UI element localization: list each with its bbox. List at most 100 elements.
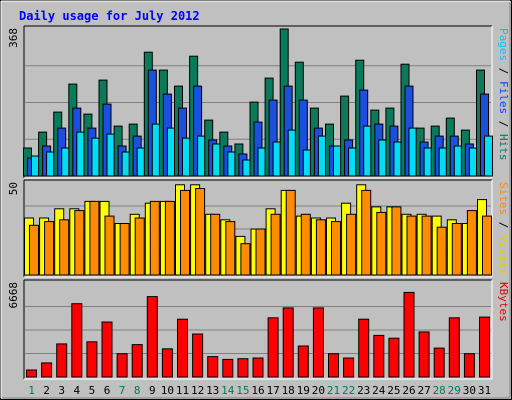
x-tick-label: 13: [206, 384, 219, 397]
bar-kbytes-day-17: [267, 317, 279, 378]
x-tick-label: 10: [161, 384, 174, 397]
bar-kbytes-day-27: [418, 331, 430, 378]
visits-panel: 50 Sites / Visits: [7, 179, 510, 278]
bar-kbytes-day-12: [192, 333, 204, 378]
bar-kbytes-day-1: [26, 369, 37, 378]
bar-kbytes-day-5: [86, 341, 98, 378]
bar-sites-day-31: [482, 215, 492, 276]
bar-sites-day-17: [270, 213, 281, 276]
x-tick-label: 3: [58, 384, 65, 397]
bar-kbytes-day-9: [146, 296, 158, 378]
bar-sites-day-4: [74, 210, 85, 276]
bar-kbytes-day-25: [388, 337, 400, 378]
bar-sites-day-26: [406, 215, 417, 276]
bar-sites-day-5: [89, 200, 100, 276]
bar-kbytes-day-7: [116, 353, 128, 378]
bar-sites-day-18: [285, 189, 296, 276]
series-axis-label-part: Pages: [497, 28, 510, 61]
series-axis-label-part: /: [497, 61, 510, 81]
bar-sites-day-27: [421, 215, 432, 276]
x-tick-label: 22: [342, 384, 355, 397]
bar-sites-day-9: [149, 200, 160, 276]
x-tick-label: 23: [357, 384, 370, 397]
x-tick-label: 25: [387, 384, 400, 397]
x-tick-label: 28: [433, 384, 446, 397]
series-axis-label-part: /: [497, 215, 510, 235]
bar-kbytes-day-31: [479, 316, 490, 378]
bar-kbytes-day-22: [343, 357, 355, 378]
bar-sites-day-7: [119, 223, 130, 276]
bar-kbytes-day-23: [358, 318, 370, 378]
x-tick-label: 9: [149, 384, 156, 397]
x-tick-label: 15: [236, 384, 249, 397]
x-tick-label: 20: [312, 384, 325, 397]
bar-sites-day-16: [255, 228, 266, 276]
bar-sites-day-2: [44, 221, 55, 276]
bar-kbytes-day-2: [41, 362, 53, 378]
bar-sites-day-6: [104, 215, 115, 276]
bar-sites-day-24: [376, 211, 387, 276]
series-axis-label: Pages / Files / Hits: [497, 28, 510, 161]
x-tick-label: 30: [463, 384, 476, 397]
bar-sites-day-13: [210, 213, 221, 276]
bar-sites-day-28: [436, 226, 447, 276]
bar-sites-day-1: [29, 224, 39, 276]
bar-kbytes-day-6: [101, 321, 113, 378]
bar-kbytes-day-8: [131, 344, 143, 378]
x-tick-label: 19: [297, 384, 310, 397]
bar-sites-day-8: [134, 217, 145, 276]
bar-kbytes-day-20: [312, 307, 324, 378]
bar-kbytes-day-13: [207, 356, 219, 378]
bar-sites-day-20: [315, 219, 326, 276]
bar-kbytes-day-30: [463, 353, 475, 378]
x-tick-label: 31: [478, 384, 491, 397]
bar-kbytes-day-24: [373, 334, 385, 378]
bar-sites-day-10: [164, 200, 175, 276]
chart-panels: 368 Pages / Files / Hits 50 Sites / Visits 6…: [7, 25, 510, 380]
bar-kbytes-day-18: [282, 307, 294, 378]
bar-sites-day-15: [240, 243, 251, 276]
x-tick-label: 4: [73, 384, 80, 397]
bar-kbytes-day-16: [252, 357, 264, 378]
x-tick-label: 18: [282, 384, 295, 397]
bar-sites-day-23: [361, 189, 372, 276]
bar-sites-day-12: [195, 188, 206, 276]
bar-kbytes-day-15: [237, 358, 249, 378]
x-tick-label: 5: [89, 384, 96, 397]
bar-kbytes-day-19: [297, 345, 309, 378]
bar-pages-day-31: [484, 135, 493, 177]
bar-kbytes-day-29: [448, 317, 460, 378]
bar-kbytes-day-3: [56, 343, 68, 378]
series-axis-label-part: Sites: [497, 182, 510, 215]
bar-kbytes-day-11: [177, 318, 188, 378]
bar-sites-day-30: [466, 210, 477, 276]
bar-sites-day-22: [346, 213, 357, 276]
bar-sites-day-25: [391, 206, 402, 276]
bar-kbytes-day-21: [328, 353, 339, 378]
y-max-label: 50: [7, 182, 20, 195]
x-tick-label: 21: [327, 384, 340, 397]
bar-sites-day-3: [59, 219, 70, 276]
bar-kbytes-day-26: [403, 291, 415, 378]
x-tick-label: 2: [43, 384, 50, 397]
x-tick-label: 26: [402, 384, 415, 397]
x-tick-label: 12: [191, 384, 204, 397]
bar-sites-day-14: [225, 221, 236, 276]
bar-sites-day-21: [331, 221, 341, 276]
bar-kbytes-day-10: [161, 348, 173, 378]
bar-sites-day-11: [180, 189, 190, 276]
x-tick-label: 8: [134, 384, 141, 397]
x-tick-label: 7: [119, 384, 126, 397]
y-max-label: 368: [7, 28, 20, 48]
series-axis-label-part: Visits: [497, 235, 510, 275]
x-tick-label: 1: [28, 384, 35, 397]
y-max-label: 6668: [7, 282, 20, 309]
bar-kbytes-day-4: [71, 303, 83, 378]
hits-panel: 368 Pages / Files / Hits: [7, 25, 510, 179]
series-axis-label-part: Hits: [497, 134, 510, 161]
x-tick-label: 17: [266, 384, 279, 397]
x-tick-label: 11: [176, 384, 189, 397]
x-tick-label: 24: [372, 384, 386, 397]
bar-sites-day-19: [300, 213, 311, 276]
